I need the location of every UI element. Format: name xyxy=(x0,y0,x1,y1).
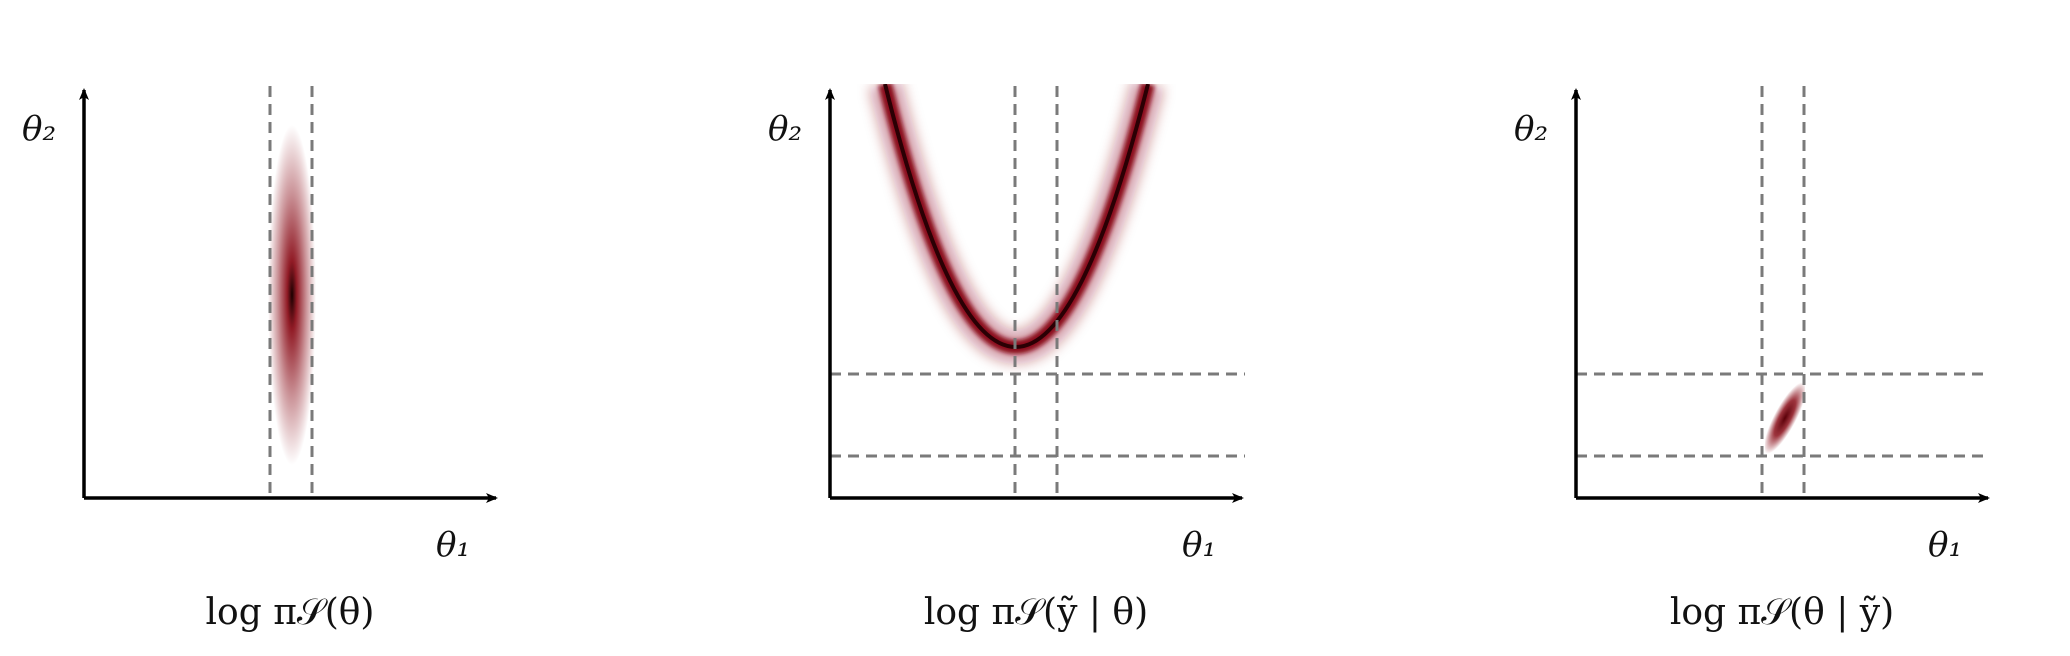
likelihood-y-axis-label: θ₂ xyxy=(768,109,802,149)
posterior-x-axis-label: θ₁ xyxy=(1928,525,1962,565)
prior-caption: log π𝒮(θ) xyxy=(205,592,375,633)
likelihood-caption: log π𝒮(ỹ | θ) xyxy=(923,592,1149,633)
posterior-caption: log π𝒮(θ | ỹ) xyxy=(1669,592,1895,633)
panel-posterior: θ₂ θ₁ xyxy=(1514,86,1990,565)
posterior-y-axis-label: θ₂ xyxy=(1514,109,1548,149)
prior-x-axis-label: θ₁ xyxy=(436,525,470,565)
panel-likelihood: θ₂ θ₁ xyxy=(768,84,1245,565)
prior-y-axis-label: θ₂ xyxy=(22,109,56,149)
likelihood-x-axis-label: θ₁ xyxy=(1182,525,1216,565)
prior-density xyxy=(268,125,316,465)
posterior-density xyxy=(1765,382,1805,454)
panel-prior: θ₂ θ₁ xyxy=(22,86,498,565)
